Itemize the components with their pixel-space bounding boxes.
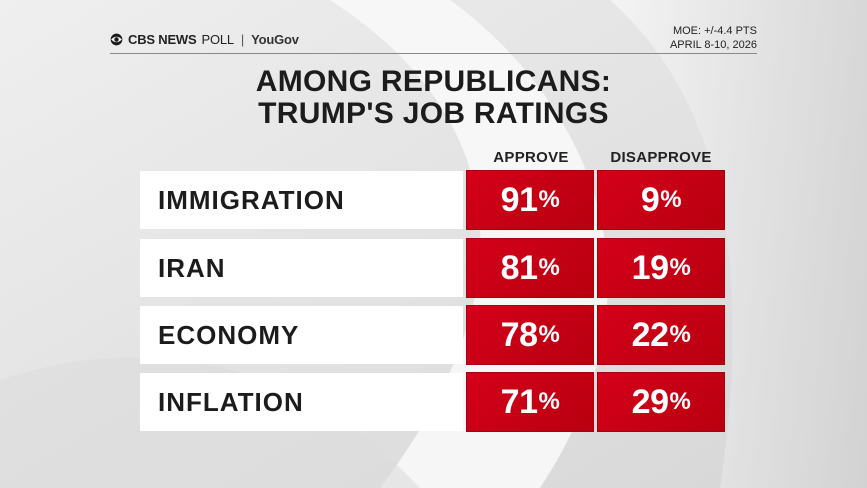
cell-inflation-disapprove: 29% (597, 372, 725, 432)
brand-network: CBS NEWS (128, 32, 197, 47)
row-label-immigration: IMMIGRATION (140, 171, 463, 229)
cell-economy-approve: 78% (466, 305, 594, 365)
cbs-eye-icon (110, 33, 123, 46)
brand-separator: | (240, 32, 245, 47)
cell-value: 78 (500, 315, 538, 354)
brand-partner: YouGov (251, 32, 299, 47)
row-label-iran: IRAN (140, 239, 463, 297)
title-line-1: AMONG REPUBLICANS: (255, 65, 612, 98)
cell-unit: % (538, 388, 560, 415)
cell-inflation-approve: 71% (466, 372, 594, 432)
column-header-approve: APPROVE (493, 149, 569, 166)
poll-dates: APRIL 8-10, 2026 (669, 39, 757, 51)
cell-unit: % (660, 186, 682, 213)
cell-unit: % (538, 186, 560, 213)
column-header-disapprove: DISAPPROVE (610, 149, 712, 166)
cell-unit: % (538, 321, 560, 348)
row-label-inflation: INFLATION (140, 373, 463, 431)
margin-of-error: MOE: +/-4.4 PTS (672, 25, 757, 37)
cell-value: 29 (631, 382, 669, 421)
cell-value: 71 (500, 382, 538, 421)
chart-title: AMONG REPUBLICANS: TRUMP'S JOB RATINGS (0, 66, 867, 130)
cell-value: 9 (640, 180, 660, 219)
brand-poll: POLL (201, 32, 234, 47)
cell-unit: % (669, 321, 691, 348)
cell-value: 81 (500, 248, 538, 287)
cell-iran-disapprove: 19% (597, 238, 725, 298)
cell-unit: % (538, 254, 560, 281)
cell-iran-approve: 81% (466, 238, 594, 298)
cell-value: 19 (631, 248, 669, 287)
cell-immigration-disapprove: 9% (597, 170, 725, 230)
cell-value: 22 (631, 315, 669, 354)
cell-immigration-approve: 91% (466, 170, 594, 230)
title-line-2: TRUMP'S JOB RATINGS (258, 97, 609, 130)
cell-value: 91 (500, 180, 538, 219)
cell-economy-disapprove: 22% (597, 305, 725, 365)
cell-unit: % (669, 388, 691, 415)
row-label-economy: ECONOMY (140, 306, 463, 364)
poll-meta: MOE: +/-4.4 PTS APRIL 8-10, 2026 (670, 24, 757, 52)
cbs-news-poll-logo: CBS NEWS POLL | YouGov (110, 32, 299, 47)
cell-unit: % (669, 254, 691, 281)
header-divider (110, 53, 757, 54)
